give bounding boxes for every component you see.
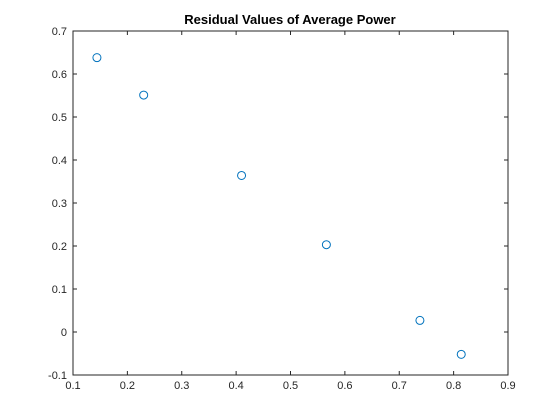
x-tick-label: 0.6	[337, 380, 352, 392]
y-tick-label: -0.1	[48, 370, 67, 382]
x-tick: 0.8	[446, 31, 461, 392]
y-tick: 0.2	[52, 241, 508, 253]
x-tick-label: 0.1	[65, 380, 80, 392]
data-point	[321, 240, 331, 250]
y-tick-label: 0.1	[52, 284, 67, 296]
chart-title: Residual Values of Average Power	[184, 12, 395, 27]
data-point	[237, 170, 247, 180]
y-axis: -0.1 0 0.1 0.2 0.3 0.4 0.5 0.6 0.7	[48, 26, 508, 382]
x-tick: 0.5	[283, 31, 298, 392]
y-tick: -0.1	[48, 370, 508, 382]
plot-area-border	[72, 30, 509, 376]
y-tick-label: 0.4	[52, 155, 67, 167]
y-tick: 0.6	[52, 69, 508, 81]
x-tick: 0.9	[500, 31, 516, 392]
y-tick-label: 0.2	[52, 241, 67, 253]
y-tick: 0	[61, 327, 508, 339]
y-tick: 0.4	[52, 155, 508, 167]
y-tick-label: 0.5	[52, 112, 67, 124]
x-tick: 0.2	[120, 31, 135, 392]
x-tick-label: 0.5	[283, 380, 298, 392]
data-point	[415, 315, 425, 325]
x-tick-label: 0.8	[446, 380, 461, 392]
y-tick-label: 0.6	[52, 69, 67, 81]
x-tick-label: 0.4	[228, 380, 243, 392]
x-tick: 0.7	[392, 31, 407, 392]
y-tick: 0.3	[52, 198, 508, 210]
data-point	[92, 53, 102, 63]
y-tick-label: 0	[61, 327, 67, 339]
y-tick: 0.7	[52, 26, 508, 38]
x-tick-label: 0.2	[120, 380, 135, 392]
x-tick: 0.3	[174, 31, 189, 392]
y-tick-label: 0.3	[52, 198, 67, 210]
x-axis: 0.1 0.2 0.3 0.4 0.5 0.6 0.7 0.8 0.9	[65, 31, 516, 392]
x-tick: 0.6	[337, 31, 353, 392]
x-tick: 0.4	[228, 31, 244, 392]
x-tick-label: 0.3	[174, 380, 189, 392]
y-tick: 0.5	[52, 112, 508, 124]
data-point	[456, 349, 466, 359]
data-points	[92, 53, 466, 359]
x-tick-label: 0.7	[392, 380, 407, 392]
y-tick: 0.1	[52, 284, 508, 296]
y-tick-label: 0.7	[52, 26, 67, 38]
x-tick-label: 0.9	[500, 380, 515, 392]
data-point	[139, 90, 149, 100]
x-tick: 0.1	[65, 31, 81, 392]
